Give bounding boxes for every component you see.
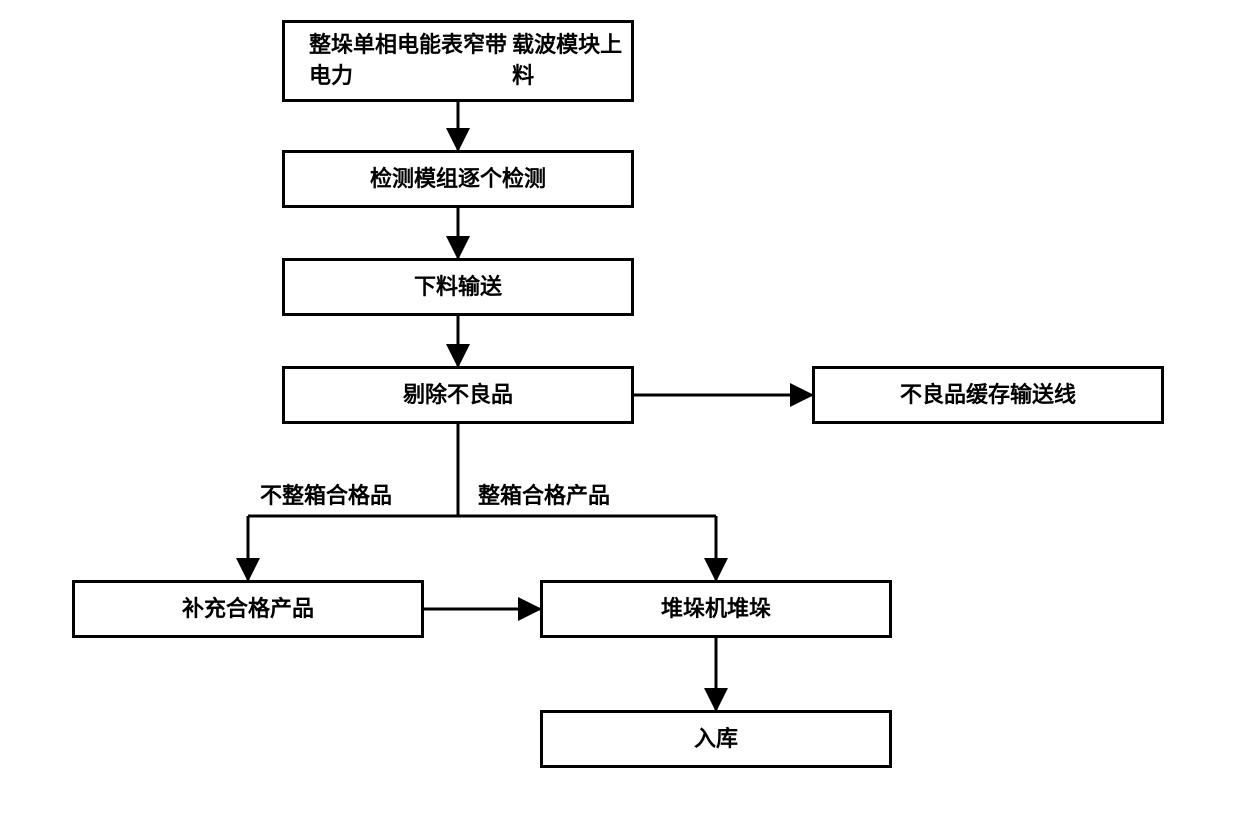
node-text: 检测模组逐个检测 <box>370 164 546 195</box>
edge-label-1: 整箱合格产品 <box>478 478 610 510</box>
node-text: 剔除不良品 <box>403 380 513 411</box>
flowchart-node-n8: 入库 <box>540 710 892 768</box>
node-text: 整垛单相电能表窄带电力 <box>309 30 512 92</box>
edge-label-0: 不整箱合格品 <box>260 478 392 510</box>
flowchart-node-n6: 补充合格产品 <box>72 580 424 638</box>
flowchart-node-n2: 检测模组逐个检测 <box>282 150 634 208</box>
node-text: 下料输送 <box>414 272 502 303</box>
flowchart-node-n1: 整垛单相电能表窄带电力载波模块上料 <box>282 20 634 102</box>
node-text: 补充合格产品 <box>182 594 314 625</box>
flowchart-node-n3: 下料输送 <box>282 258 634 316</box>
node-text: 堆垛机堆垛 <box>661 594 771 625</box>
node-text: 入库 <box>694 724 738 755</box>
flowchart-node-n4: 剔除不良品 <box>282 366 634 424</box>
flowchart-node-n5: 不良品缓存输送线 <box>812 366 1164 424</box>
node-text: 不良品缓存输送线 <box>900 380 1076 411</box>
flowchart-node-n7: 堆垛机堆垛 <box>540 580 892 638</box>
node-text: 载波模块上料 <box>512 30 623 92</box>
